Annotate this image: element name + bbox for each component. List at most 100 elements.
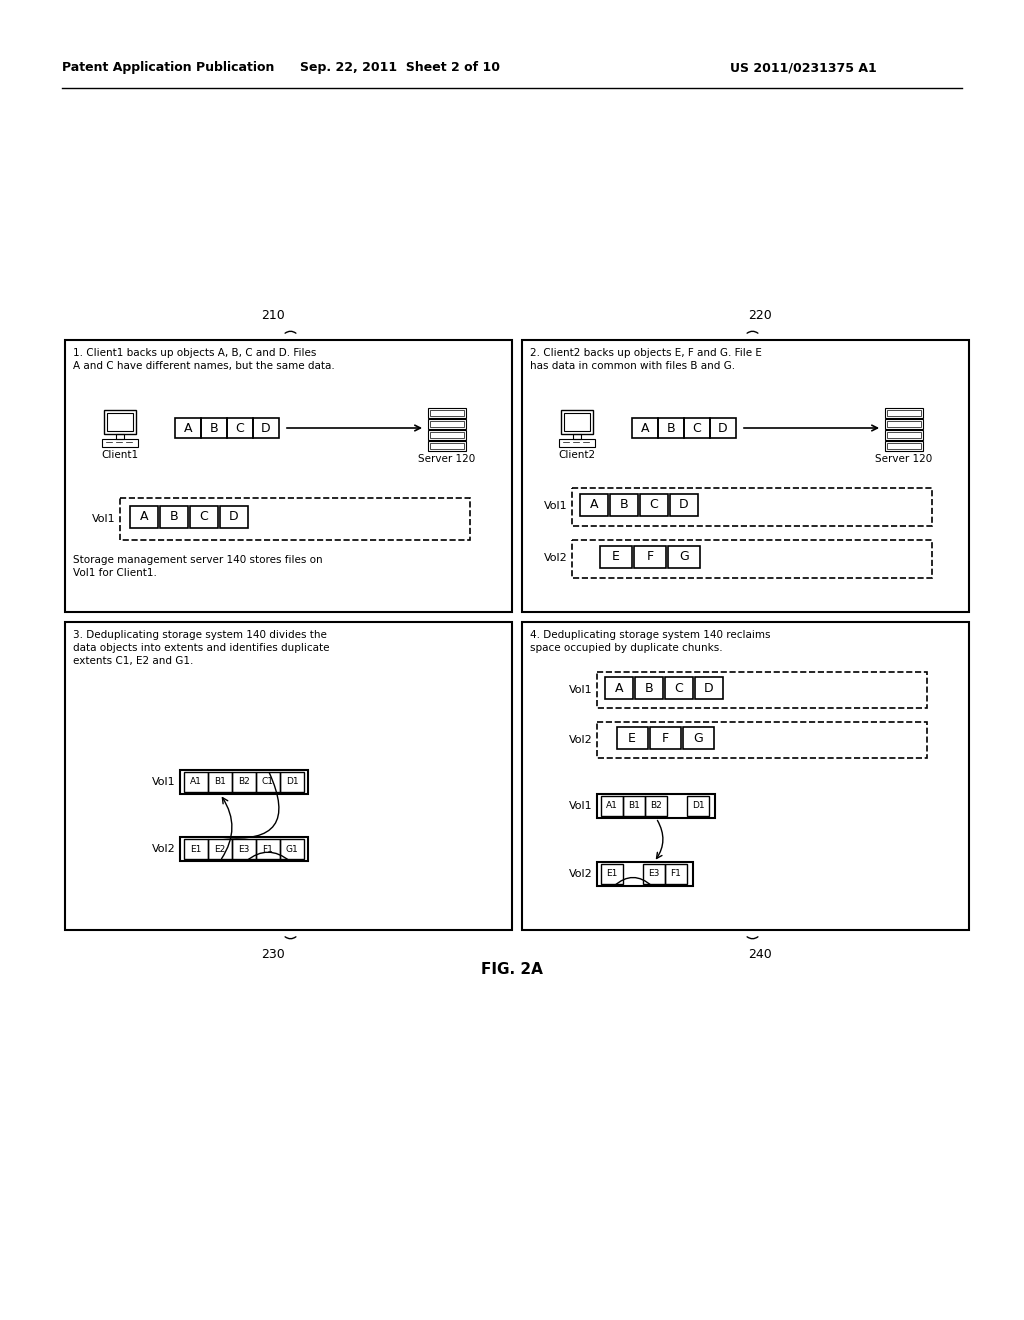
Text: 240: 240 bbox=[749, 948, 772, 961]
Text: E1: E1 bbox=[606, 870, 617, 879]
Text: B2: B2 bbox=[239, 777, 250, 787]
Bar bbox=[130, 506, 158, 528]
Bar bbox=[180, 770, 308, 795]
Text: G: G bbox=[693, 731, 702, 744]
Bar bbox=[665, 865, 687, 884]
Text: 210: 210 bbox=[261, 309, 285, 322]
Text: Vol2: Vol2 bbox=[569, 735, 593, 744]
Text: G1: G1 bbox=[286, 845, 298, 854]
Text: Vol2: Vol2 bbox=[569, 869, 593, 879]
Bar bbox=[650, 727, 681, 748]
Bar bbox=[428, 408, 466, 418]
Text: Storage management server 140 stores files on: Storage management server 140 stores fil… bbox=[73, 554, 323, 565]
Bar bbox=[623, 796, 645, 816]
Text: Server 120: Server 120 bbox=[419, 454, 475, 465]
Text: Sep. 22, 2011  Sheet 2 of 10: Sep. 22, 2011 Sheet 2 of 10 bbox=[300, 62, 500, 74]
Bar bbox=[885, 430, 923, 440]
Bar bbox=[256, 772, 280, 792]
Text: A: A bbox=[183, 421, 193, 434]
Text: G: G bbox=[679, 550, 689, 564]
Bar bbox=[601, 796, 623, 816]
Bar bbox=[522, 341, 969, 612]
Bar bbox=[201, 418, 227, 438]
Text: Client2: Client2 bbox=[558, 450, 596, 459]
Text: 220: 220 bbox=[749, 309, 772, 322]
Text: D1: D1 bbox=[691, 801, 705, 810]
Text: Vol2: Vol2 bbox=[153, 843, 176, 854]
Bar bbox=[887, 432, 921, 438]
Text: 2. Client2 backs up objects E, F and G. File E: 2. Client2 backs up objects E, F and G. … bbox=[530, 348, 762, 358]
Text: A: A bbox=[641, 421, 649, 434]
Bar bbox=[617, 727, 648, 748]
Text: 230: 230 bbox=[261, 948, 285, 961]
Bar bbox=[232, 772, 256, 792]
Text: space occupied by duplicate chunks.: space occupied by duplicate chunks. bbox=[530, 643, 723, 653]
Text: A: A bbox=[614, 681, 624, 694]
Bar bbox=[428, 418, 466, 429]
Bar bbox=[658, 418, 684, 438]
Bar bbox=[683, 727, 714, 748]
Text: C: C bbox=[200, 511, 208, 524]
Text: C: C bbox=[236, 421, 245, 434]
Text: F1: F1 bbox=[671, 870, 681, 879]
Bar bbox=[564, 413, 590, 432]
Bar bbox=[160, 506, 188, 528]
Text: Patent Application Publication: Patent Application Publication bbox=[62, 62, 274, 74]
Bar bbox=[580, 494, 608, 516]
Bar bbox=[232, 840, 256, 859]
Text: A: A bbox=[590, 499, 598, 511]
Text: A: A bbox=[139, 511, 148, 524]
Bar bbox=[885, 408, 923, 418]
Bar bbox=[640, 494, 668, 516]
Text: C: C bbox=[692, 421, 701, 434]
Text: Vol1: Vol1 bbox=[569, 801, 593, 810]
Bar bbox=[430, 432, 464, 438]
Bar bbox=[665, 677, 693, 700]
Text: A1: A1 bbox=[190, 777, 202, 787]
Bar bbox=[695, 677, 723, 700]
Text: B: B bbox=[620, 499, 629, 511]
Bar bbox=[561, 411, 593, 434]
Bar bbox=[280, 840, 304, 859]
Bar bbox=[643, 865, 665, 884]
Bar bbox=[104, 411, 136, 434]
Text: FIG. 2A: FIG. 2A bbox=[481, 962, 543, 977]
Text: A and C have different names, but the same data.: A and C have different names, but the sa… bbox=[73, 360, 335, 371]
Bar bbox=[120, 498, 470, 540]
Text: B: B bbox=[645, 681, 653, 694]
Bar bbox=[428, 430, 466, 440]
Text: Client1: Client1 bbox=[101, 450, 138, 459]
Bar bbox=[632, 418, 658, 438]
Bar bbox=[106, 413, 133, 432]
Bar bbox=[887, 421, 921, 426]
Bar bbox=[116, 434, 124, 440]
Bar bbox=[573, 434, 581, 440]
Bar bbox=[887, 411, 921, 416]
Text: F1: F1 bbox=[262, 845, 273, 854]
Bar bbox=[645, 796, 667, 816]
Text: F: F bbox=[646, 550, 653, 564]
Bar bbox=[428, 441, 466, 451]
Bar bbox=[885, 441, 923, 451]
Bar bbox=[65, 622, 512, 931]
Bar bbox=[597, 862, 693, 886]
Text: B: B bbox=[170, 511, 178, 524]
Bar bbox=[887, 444, 921, 449]
Text: B1: B1 bbox=[628, 801, 640, 810]
Bar bbox=[522, 622, 969, 931]
Text: E1: E1 bbox=[190, 845, 202, 854]
Text: 4. Deduplicating storage system 140 reclaims: 4. Deduplicating storage system 140 recl… bbox=[530, 630, 770, 640]
Text: D1: D1 bbox=[286, 777, 298, 787]
Bar bbox=[635, 677, 663, 700]
Bar bbox=[430, 444, 464, 449]
Bar bbox=[220, 506, 248, 528]
Bar bbox=[559, 440, 595, 447]
Text: Server 120: Server 120 bbox=[876, 454, 933, 465]
Text: has data in common with files B and G.: has data in common with files B and G. bbox=[530, 360, 735, 371]
Text: F: F bbox=[662, 731, 669, 744]
Text: E3: E3 bbox=[648, 870, 659, 879]
Bar bbox=[256, 840, 280, 859]
Bar bbox=[687, 796, 709, 816]
Bar bbox=[102, 440, 138, 447]
Bar bbox=[253, 418, 279, 438]
